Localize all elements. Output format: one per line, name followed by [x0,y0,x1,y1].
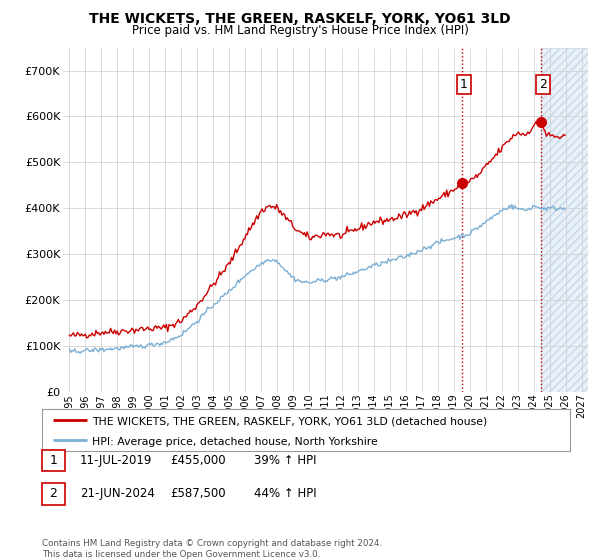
Text: THE WICKETS, THE GREEN, RASKELF, YORK, YO61 3LD: THE WICKETS, THE GREEN, RASKELF, YORK, Y… [89,12,511,26]
Text: Price paid vs. HM Land Registry's House Price Index (HPI): Price paid vs. HM Land Registry's House … [131,24,469,37]
Text: 11-JUL-2019: 11-JUL-2019 [80,454,152,467]
Text: HPI: Average price, detached house, North Yorkshire: HPI: Average price, detached house, Nort… [92,437,378,446]
Text: 21-JUN-2024: 21-JUN-2024 [80,487,155,501]
Text: 2: 2 [539,78,547,91]
Text: 1: 1 [460,78,467,91]
Text: £587,500: £587,500 [170,487,226,501]
Text: 44% ↑ HPI: 44% ↑ HPI [254,487,316,501]
Bar [541,48,588,392]
Text: 2: 2 [49,487,58,501]
Text: £455,000: £455,000 [170,454,226,467]
Bar [541,48,588,392]
Text: 1: 1 [49,454,58,467]
Text: THE WICKETS, THE GREEN, RASKELF, YORK, YO61 3LD (detached house): THE WICKETS, THE GREEN, RASKELF, YORK, Y… [92,417,487,426]
Text: 39% ↑ HPI: 39% ↑ HPI [254,454,316,467]
Text: Contains HM Land Registry data © Crown copyright and database right 2024.
This d: Contains HM Land Registry data © Crown c… [42,539,382,559]
